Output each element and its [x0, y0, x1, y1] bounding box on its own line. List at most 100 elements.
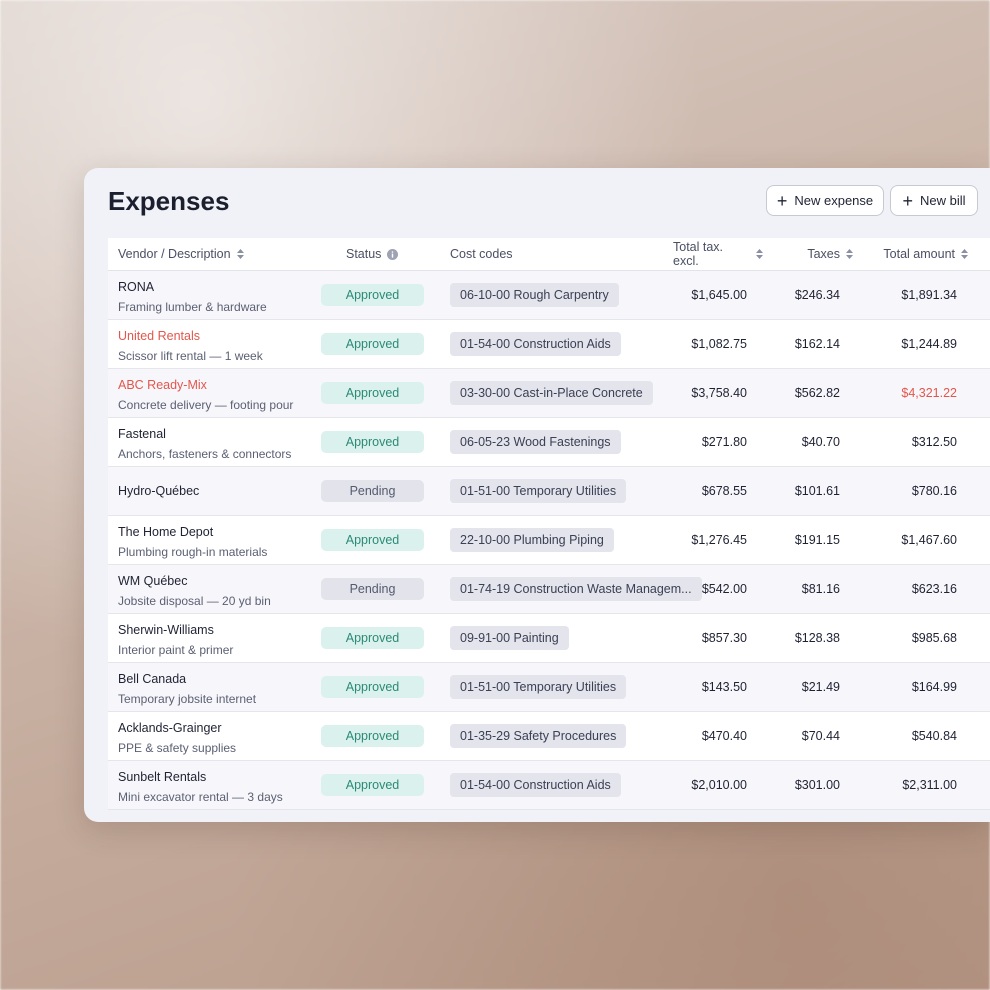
status-badge: Approved [321, 627, 424, 649]
total-amount: $1,891.34 [901, 288, 957, 302]
cost-code-tag: 22-10-00 Plumbing Piping [450, 528, 614, 552]
total-tax-excluded: $678.55 [701, 484, 747, 498]
taxes: $128.38 [794, 631, 840, 645]
column-header-label: Total tax. excl. [673, 240, 724, 268]
sort-icon [846, 249, 853, 259]
total-tax-excluded: $143.50 [701, 680, 747, 694]
cost-code-tag: 01-35-29 Safety Procedures [450, 724, 627, 748]
column-header: Status [346, 238, 399, 270]
vendor-name: Fastenal [118, 427, 166, 441]
button-label: New expense [794, 193, 874, 208]
table-body: RONA Framing lumber & hardware Approved 06-… [108, 271, 990, 810]
table-row[interactable]: Fastenal Anchors, fasteners & connectors A… [108, 418, 990, 467]
column-header-label: Cost codes [450, 247, 513, 261]
status-badge: Approved [321, 725, 424, 747]
total-tax-excluded: $1,645.00 [691, 288, 747, 302]
plus-icon: + [776, 190, 788, 211]
cost-code-tag: 01-51-00 Temporary Utilities [450, 675, 627, 699]
taxes: $301.00 [794, 778, 840, 792]
vendor-name: RONA [118, 280, 155, 294]
total-amount: $1,467.60 [901, 533, 957, 547]
vendor-description: Interior paint & primer [118, 643, 234, 657]
cost-code-tag: 01-54-00 Construction Aids [450, 332, 621, 356]
vendor-description: Concrete delivery — footing pour [118, 398, 294, 412]
vendor-name: The Home Depot [118, 525, 214, 539]
total-amount: $1,244.89 [901, 337, 957, 351]
cost-code-tag: 06-05-23 Wood Fastenings [450, 430, 621, 454]
new-expense-button[interactable]: + New expense [766, 185, 884, 216]
status-badge: Pending [321, 480, 424, 502]
vendor-name: WM Québec [118, 574, 188, 588]
button-label: New bill [920, 193, 966, 208]
vendor-description: Plumbing rough-in materials [118, 545, 268, 559]
cost-code-tag: 01-54-00 Construction Aids [450, 773, 621, 797]
expenses-card: Expenses + New expense + New bill Vendor /… [84, 168, 990, 822]
vendor-description: Framing lumber & hardware [118, 300, 267, 314]
taxes: $21.49 [801, 680, 840, 694]
column-header[interactable]: Taxes [788, 238, 853, 270]
column-header[interactable]: Total tax. excl. [673, 238, 763, 270]
table-row[interactable]: The Home Depot Plumbing rough-in material… [108, 516, 990, 565]
vendor-description: Temporary jobsite internet [118, 692, 257, 706]
info-icon [387, 248, 399, 260]
total-amount: $312.50 [911, 435, 957, 449]
status-badge: Pending [321, 578, 424, 600]
total-tax-excluded: $271.80 [701, 435, 747, 449]
taxes: $562.82 [794, 386, 840, 400]
total-tax-excluded: $3,758.40 [691, 386, 747, 400]
page-title: Expenses [108, 186, 230, 216]
vendor-name: Sherwin-Williams [118, 623, 214, 637]
table-row[interactable]: RONA Framing lumber & hardware Approved 06-… [108, 271, 990, 320]
taxes: $81.16 [801, 582, 840, 596]
status-badge: Approved [321, 382, 424, 404]
total-amount: $4,321.22 [901, 386, 957, 400]
taxes: $101.61 [794, 484, 840, 498]
table-row[interactable]: Bell Canada Temporary jobsite internet App… [108, 663, 990, 712]
sort-icon [236, 249, 244, 259]
total-amount: $985.68 [911, 631, 957, 645]
vendor-name: Hydro-Québec [118, 484, 200, 498]
status-badge: Approved [321, 774, 424, 796]
new-bill-button[interactable]: + New bill [890, 185, 978, 216]
status-badge: Approved [321, 284, 424, 306]
vendor-name: Acklands-Grainger [118, 721, 222, 735]
taxes: $246.34 [794, 288, 840, 302]
total-amount: $623.16 [911, 582, 957, 596]
expenses-table: Vendor / Description Status Cost codes Tota… [108, 238, 990, 810]
taxes: $191.15 [794, 533, 840, 547]
column-header-label: Taxes [807, 247, 840, 261]
table-row[interactable]: Hydro-Québec Pending 01-51-00 Temporary Ut… [108, 467, 990, 516]
total-tax-excluded: $542.00 [701, 582, 747, 596]
vendor-description: Anchors, fasteners & connectors [118, 447, 292, 461]
vendor-name: United Rentals [118, 329, 200, 343]
table-header: Vendor / Description Status Cost codes Tota… [108, 238, 990, 271]
column-header[interactable]: Vendor / Description [118, 238, 244, 270]
cost-code-tag: 01-74-19 Construction Waste Managem... [450, 577, 702, 601]
vendor-description: Scissor lift rental — 1 week [118, 349, 263, 363]
cost-code-tag: 01-51-00 Temporary Utilities [450, 479, 627, 503]
taxes: $70.44 [801, 729, 840, 743]
status-badge: Approved [321, 431, 424, 453]
table-row[interactable]: WM Québec Jobsite disposal — 20 yd bin Pen… [108, 565, 990, 614]
cost-code-tag: 09-91-00 Painting [450, 626, 569, 650]
taxes: $162.14 [794, 337, 840, 351]
table-row[interactable]: Acklands-Grainger PPE & safety supplies Ap… [108, 712, 990, 761]
vendor-name: Sunbelt Rentals [118, 770, 207, 784]
column-header[interactable]: Total amount [868, 238, 968, 270]
table-row[interactable]: ABC Ready-Mix Concrete delivery — footing… [108, 369, 990, 418]
table-row[interactable]: Sherwin-Williams Interior paint & primer A… [108, 614, 990, 663]
total-amount: $780.16 [911, 484, 957, 498]
sort-icon [961, 249, 968, 259]
total-amount: $2,311.00 [902, 778, 957, 792]
taxes: $40.70 [801, 435, 840, 449]
vendor-name: ABC Ready-Mix [118, 378, 207, 392]
total-tax-excluded: $1,276.45 [691, 533, 747, 547]
total-amount: $540.84 [911, 729, 957, 743]
plus-icon: + [902, 190, 913, 211]
total-tax-excluded: $1,082.75 [691, 337, 747, 351]
column-header: Cost codes [450, 238, 513, 270]
table-row[interactable]: United Rentals Scissor lift rental — 1 we… [108, 320, 990, 369]
vendor-description: Jobsite disposal — 20 yd bin [118, 594, 271, 608]
table-row[interactable]: Sunbelt Rentals Mini excavator rental — 3… [108, 761, 990, 810]
status-badge: Approved [321, 676, 424, 698]
